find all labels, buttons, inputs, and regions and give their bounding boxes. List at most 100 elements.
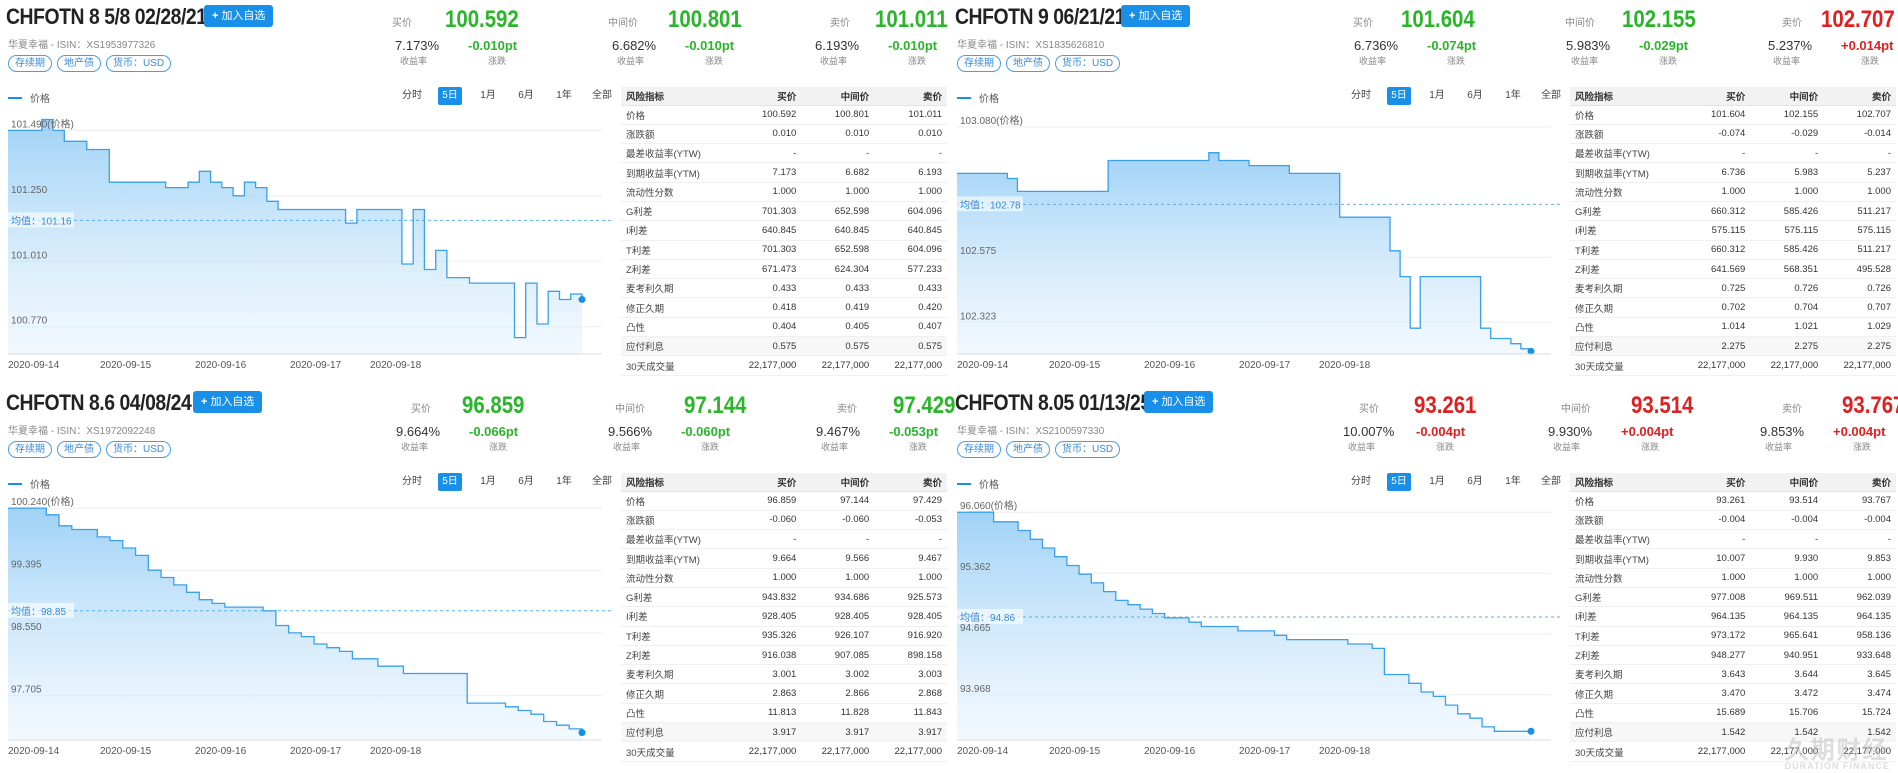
bond-tag[interactable]: 地产债 bbox=[57, 55, 101, 72]
risk-cell: 962.039 bbox=[1823, 587, 1896, 608]
risk-header: 卖价 bbox=[1823, 87, 1896, 106]
risk-row-label: 应付利息 bbox=[621, 336, 729, 357]
mid-yield-label: 收益率 bbox=[617, 56, 645, 66]
add-watchlist-button[interactable]: + 加入自选 bbox=[193, 391, 263, 413]
risk-cell: 568.351 bbox=[1750, 259, 1824, 280]
risk-cell: 604.096 bbox=[874, 240, 947, 260]
bond-tag[interactable]: 存续期 bbox=[957, 441, 1001, 458]
risk-cell: 1.000 bbox=[874, 182, 947, 202]
range-tab[interactable]: 1月 bbox=[480, 90, 496, 101]
range-tab[interactable]: 5日 bbox=[438, 473, 462, 491]
risk-cell: 575.115 bbox=[1677, 220, 1751, 241]
plus-icon: + bbox=[212, 10, 219, 22]
y-tick-label: 97.705 bbox=[11, 684, 42, 695]
risk-row-label: 麦考利久期 bbox=[621, 278, 729, 299]
x-tick-label: 2020-09-15 bbox=[100, 360, 152, 371]
bid-label: 买价 bbox=[1359, 404, 1379, 415]
quote-mid: 中间价 102.155 5.983% 收益率 -0.029pt 涨跌 bbox=[949, 4, 1898, 66]
range-tab[interactable]: 全部 bbox=[592, 476, 612, 487]
risk-cell: 0.010 bbox=[874, 124, 947, 145]
risk-cell: 948.277 bbox=[1677, 645, 1751, 666]
y-tick-label: 100.770 bbox=[11, 316, 48, 327]
risk-cell: 3.644 bbox=[1750, 664, 1824, 685]
range-tab[interactable]: 6月 bbox=[1467, 90, 1483, 101]
risk-cell: 93.514 bbox=[1750, 491, 1824, 511]
range-tab[interactable]: 5日 bbox=[1387, 87, 1411, 105]
bond-tag[interactable]: 地产债 bbox=[1006, 441, 1050, 458]
range-tab[interactable]: 全部 bbox=[592, 90, 612, 101]
risk-row: T利差 660.312 585.426 511.217 bbox=[1570, 240, 1896, 260]
risk-cell: 22,177,000 bbox=[728, 355, 802, 376]
range-tab[interactable]: 5日 bbox=[1387, 473, 1411, 491]
add-watchlist-label: 加入自选 bbox=[210, 396, 255, 408]
range-tab[interactable]: 1月 bbox=[1429, 90, 1445, 101]
risk-cell: 11.813 bbox=[728, 703, 802, 724]
y-tick-label: 96.060(价格) bbox=[960, 499, 1017, 512]
risk-cell: 928.405 bbox=[874, 606, 947, 627]
tag-list: 存续期 地产债 货币：USD bbox=[957, 441, 1121, 458]
risk-row: 30天成交量 22,177,000 22,177,000 22,177,000 bbox=[621, 355, 947, 376]
risk-row: G利差 660.312 585.426 511.217 bbox=[1570, 201, 1896, 222]
risk-row-label: 凸性 bbox=[621, 317, 729, 338]
range-tab[interactable]: 1月 bbox=[1429, 476, 1445, 487]
ask-label: 卖价 bbox=[1782, 404, 1802, 415]
risk-cell: 935.326 bbox=[728, 626, 802, 646]
range-tab[interactable]: 6月 bbox=[518, 90, 534, 101]
range-tab[interactable]: 全部 bbox=[1541, 476, 1561, 487]
add-watchlist-button[interactable]: + 加入自选 bbox=[204, 5, 274, 27]
range-tab[interactable]: 1月 bbox=[480, 476, 496, 487]
range-tab[interactable]: 1年 bbox=[556, 476, 572, 487]
bond-tag[interactable]: 地产债 bbox=[57, 441, 101, 458]
risk-row: 流动性分数 1.000 1.000 1.000 bbox=[621, 568, 947, 588]
risk-row: 最差收益率(YTW) - - - bbox=[1570, 529, 1896, 550]
bond-title: CHFOTN 9 06/21/21 bbox=[955, 4, 1126, 29]
risk-cell: 701.303 bbox=[728, 201, 802, 222]
range-tab[interactable]: 5日 bbox=[438, 87, 462, 105]
range-tab[interactable]: 1年 bbox=[1505, 90, 1521, 101]
risk-row-label: 修正久期 bbox=[621, 683, 729, 704]
bond-tag[interactable]: 货币：USD bbox=[106, 441, 172, 458]
risk-row: 麦考利久期 0.433 0.433 0.433 bbox=[621, 278, 947, 299]
range-tab[interactable]: 分时 bbox=[1351, 476, 1371, 487]
range-tab[interactable]: 全部 bbox=[1541, 90, 1561, 101]
risk-cell: 0.433 bbox=[801, 278, 875, 299]
risk-row: 凸性 1.014 1.021 1.029 bbox=[1570, 317, 1896, 338]
bid-change: -0.004pt bbox=[1416, 424, 1466, 439]
range-tab[interactable]: 6月 bbox=[1467, 476, 1483, 487]
risk-cell: 964.135 bbox=[1750, 606, 1824, 627]
range-tab[interactable]: 6月 bbox=[518, 476, 534, 487]
risk-cell: 0.726 bbox=[1823, 278, 1896, 299]
risk-cell: 964.135 bbox=[1823, 606, 1896, 627]
bond-tag[interactable]: 货币：USD bbox=[1055, 55, 1121, 72]
range-tab[interactable]: 分时 bbox=[1351, 90, 1371, 101]
bid-yield-label: 收益率 bbox=[1348, 442, 1376, 452]
add-watchlist-button[interactable]: + 加入自选 bbox=[1121, 5, 1191, 27]
bond-tag[interactable]: 地产债 bbox=[1006, 55, 1050, 72]
mid-change: -0.010pt bbox=[685, 38, 735, 53]
risk-row-label: 涨跌额 bbox=[1570, 510, 1678, 531]
watermark-main: 久期财经 bbox=[1784, 737, 1889, 764]
risk-row-label: G利差 bbox=[1570, 201, 1678, 222]
bond-tag[interactable]: 存续期 bbox=[8, 441, 52, 458]
risk-row: 涨跌额 -0.074 -0.029 -0.014 bbox=[1570, 124, 1896, 145]
y-tick-label: 93.968 bbox=[960, 684, 991, 695]
bid-yield-label: 收益率 bbox=[400, 56, 428, 66]
bond-tag[interactable]: 存续期 bbox=[957, 55, 1001, 72]
legend-label: 价格 bbox=[30, 94, 50, 105]
bond-tag[interactable]: 存续期 bbox=[8, 55, 52, 72]
ask-change: +0.014pt bbox=[1841, 38, 1894, 53]
add-watchlist-button[interactable]: + 加入自选 bbox=[1144, 391, 1214, 413]
range-tab[interactable]: 分时 bbox=[402, 90, 422, 101]
bond-tag[interactable]: 货币：USD bbox=[1055, 441, 1121, 458]
risk-cell: 0.433 bbox=[874, 278, 947, 299]
bond-tag[interactable]: 货币：USD bbox=[106, 55, 172, 72]
risk-cell: 958.136 bbox=[1823, 626, 1896, 646]
ask-price: 93.767 bbox=[1842, 392, 1898, 419]
range-tab[interactable]: 1年 bbox=[1505, 476, 1521, 487]
ask-yield-label: 收益率 bbox=[1765, 442, 1793, 452]
range-tab[interactable]: 分时 bbox=[402, 476, 422, 487]
risk-row-label: 凸性 bbox=[621, 703, 729, 724]
range-tab[interactable]: 1年 bbox=[556, 90, 572, 101]
risk-row-label: 最差收益率(YTW) bbox=[1570, 529, 1678, 550]
plus-icon: + bbox=[1152, 396, 1159, 408]
